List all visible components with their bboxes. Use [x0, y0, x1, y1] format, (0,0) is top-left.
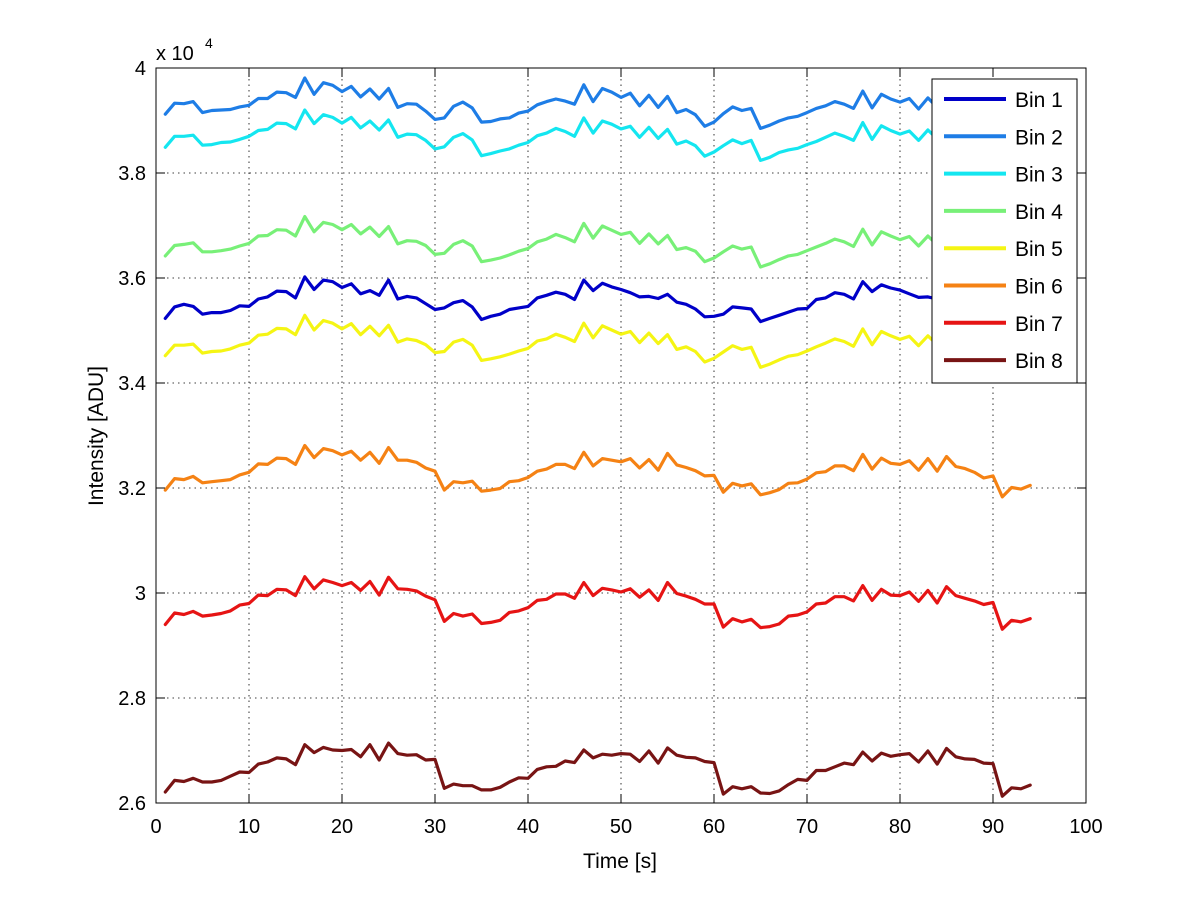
series-layer — [163, 76, 1032, 798]
y-tick-labels: 2.6 2.8 3 3.2 3.4 3.6 3.8 4 — [118, 58, 146, 815]
legend: Bin 1 Bin 2 Bin 3 Bin 4 Bin 5 Bin 6 Bin 7 Bin 8 — [931, 78, 1078, 384]
legend-label: Bin 4 — [1015, 201, 1063, 224]
legend-label: Bin 7 — [1015, 313, 1063, 336]
y-tick-label: 3.4 — [118, 373, 146, 395]
x-tick-label: 0 — [150, 816, 161, 838]
y-tick-label: 3 — [135, 583, 146, 605]
legend-label: Bin 8 — [1015, 350, 1063, 373]
x-tick-label: 80 — [889, 816, 911, 838]
legend-item-bin-3: Bin 3 — [944, 164, 1063, 187]
y-exponent-power: 4 — [205, 35, 213, 51]
x-tick-label: 60 — [703, 816, 725, 838]
series-line-bin-4 — [163, 215, 967, 269]
x-tick-labels: 0 10 20 30 40 50 60 70 80 90 100 — [150, 816, 1102, 838]
legend-label: Bin 6 — [1015, 276, 1063, 299]
y-tick-label: 2.8 — [118, 688, 146, 710]
axis-ticks — [155, 67, 1087, 804]
series-line-bin-7 — [163, 575, 1032, 631]
series-line-bin-3 — [163, 108, 967, 162]
legend-item-bin-2: Bin 2 — [944, 126, 1063, 149]
series-line-bin-2 — [163, 76, 967, 130]
legend-item-bin-1: Bin 1 — [944, 89, 1063, 112]
legend-item-bin-6: Bin 6 — [944, 276, 1063, 299]
x-tick-label: 50 — [610, 816, 632, 838]
x-tick-label: 100 — [1069, 816, 1102, 838]
series-line-bin-5 — [163, 313, 967, 369]
legend-label: Bin 3 — [1015, 164, 1063, 187]
y-tick-label: 3.6 — [118, 268, 146, 290]
legend-label: Bin 5 — [1015, 238, 1063, 261]
legend-box — [931, 78, 1078, 384]
y-axis-title: Intensity [ADU] — [85, 366, 108, 506]
legend-item-bin-5: Bin 5 — [944, 238, 1063, 261]
y-tick-label: 4 — [135, 58, 146, 80]
y-tick-label: 2.6 — [118, 793, 146, 815]
legend-label: Bin 1 — [1015, 89, 1063, 112]
y-tick-label: 3.8 — [118, 163, 146, 185]
y-tick-label: 3.2 — [118, 478, 146, 500]
legend-item-bin-4: Bin 4 — [944, 201, 1063, 224]
series-line-bin-8 — [163, 741, 1032, 798]
legend-label: Bin 2 — [1015, 126, 1063, 149]
series-line-bin-1 — [163, 275, 967, 324]
series-line-bin-6 — [163, 443, 1032, 499]
x-tick-label: 20 — [331, 816, 353, 838]
x-tick-label: 90 — [982, 816, 1004, 838]
legend-item-bin-8: Bin 8 — [944, 350, 1063, 373]
x-axis-title: Time [s] — [583, 850, 657, 873]
y-exponent-base: x 10 — [156, 43, 194, 65]
x-tick-label: 10 — [238, 816, 260, 838]
x-tick-label: 70 — [796, 816, 818, 838]
legend-item-bin-7: Bin 7 — [944, 313, 1063, 336]
x-tick-label: 30 — [424, 816, 446, 838]
x-tick-label: 40 — [517, 816, 539, 838]
